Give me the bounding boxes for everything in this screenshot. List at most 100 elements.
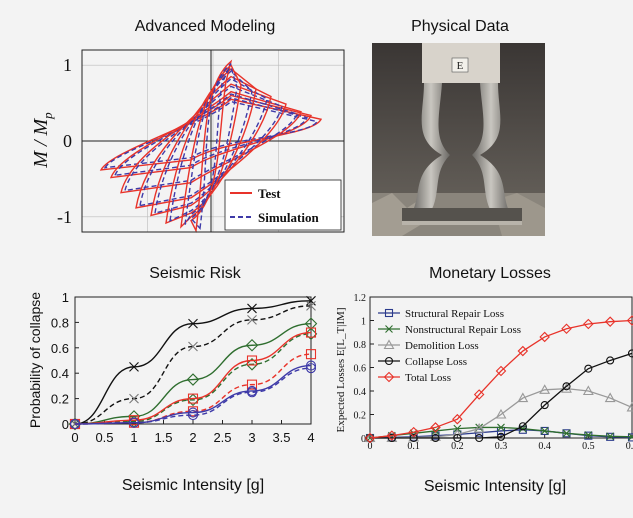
risk-series-point (187, 410, 199, 421)
hysteresis-ytick-label: 0 (63, 131, 72, 151)
hysteresis-loop-test (190, 59, 233, 234)
specimen-label: E (457, 60, 464, 72)
loss-ytick-label: 1 (361, 317, 366, 328)
risk-series-point (188, 341, 198, 352)
legend-label-simulation: Simulation (258, 210, 319, 225)
loss-series-point (583, 318, 594, 330)
loss-series-line (370, 352, 633, 439)
loss-legend-label: Structural Repair Loss (405, 308, 504, 320)
risk-series-line (74, 322, 312, 425)
loss-series-point (562, 429, 571, 438)
risk-ytick-label: 0.4 (51, 366, 69, 381)
risk-xtick-label: 2.5 (213, 430, 231, 445)
loss-series-point (606, 356, 615, 365)
loss-series-point (495, 365, 507, 377)
hysteresis-loop-simulation (139, 85, 283, 207)
loss-legend: Structural Repair Loss Nonstructural Repa… (378, 308, 521, 384)
loss-series-point (518, 424, 527, 433)
hysteresis-plot-frame (81, 49, 345, 233)
loss-legend-marker (385, 325, 393, 333)
title-monetary-losses: Monetary Losses (429, 265, 551, 282)
loss-series-point (626, 401, 633, 412)
monetary-losses-chart: 0 0.1 0.2 0.3 0.4 0.5 0.6 0 0.2 0.4 0.6 0.8 1 1.2 Str… (335, 293, 633, 495)
loss-series-point (497, 423, 505, 432)
title-physical-data: Physical Data (411, 18, 509, 35)
risk-series-point (245, 358, 259, 371)
hysteresis-ylabel: M / Mp (30, 112, 55, 169)
loss-series-point (582, 385, 594, 396)
risk-series-point (246, 387, 258, 398)
hysteresis-grid (82, 50, 344, 232)
risk-series (68, 295, 318, 431)
loss-series-point (387, 433, 396, 443)
risk-series-point (305, 360, 317, 371)
loss-series-point (431, 433, 440, 443)
risk-series-point (246, 379, 258, 390)
seismic-risk-chart: 0 0.5 1 1.5 2 2.5 3 3.5 4 0 0.2 0.4 0.6 0.8 1 Seismic … (27, 290, 318, 494)
risk-series-point (245, 338, 259, 352)
loss-xtick-label: 0.4 (538, 441, 551, 452)
risk-series-point (247, 314, 257, 325)
loss-ytick-label: 0.4 (354, 387, 367, 398)
loss-xlabel: Seismic Intensity [g] (424, 478, 566, 495)
specimen-label-tag (451, 57, 469, 73)
hysteresis-loop-test (180, 64, 242, 229)
specimen-photo: E (372, 43, 545, 236)
loss-series-point (627, 349, 633, 358)
risk-ytick-label: 0.8 (51, 315, 69, 330)
risk-xtick-label: 3 (248, 430, 255, 445)
loss-series-point (473, 422, 485, 433)
loss-series-point (453, 433, 462, 443)
risk-ytick-label: 0.6 (51, 341, 69, 356)
risk-series-point (69, 418, 81, 430)
loss-series-point (518, 422, 527, 431)
risk-xtick-label: 0.5 (95, 430, 113, 445)
loss-series-point (627, 433, 633, 442)
hysteresis-loop-simulation (103, 100, 319, 169)
loss-series-point (475, 433, 484, 443)
risk-series-point (187, 407, 199, 418)
hysteresis-y-ticks: 1 0 -1 (57, 55, 72, 227)
risk-series-point (128, 417, 140, 428)
loss-series-point (561, 323, 572, 335)
loss-legend-marker (384, 356, 394, 366)
hysteresis-loop-test (165, 68, 257, 225)
loss-series-point (496, 432, 506, 441)
title-advanced-modeling: Advanced Modeling (134, 18, 276, 35)
risk-xtick-label: 3.5 (272, 430, 290, 445)
risk-series-point (129, 361, 139, 372)
loss-series-point (562, 382, 571, 391)
loss-series-point (584, 364, 593, 373)
hysteresis-loop-simulation (184, 66, 238, 225)
loss-legend-marker (384, 308, 394, 318)
risk-series-point (304, 317, 318, 330)
risk-series-point (188, 318, 198, 329)
risk-xtick-label: 1 (130, 430, 137, 445)
loss-series-point (364, 432, 376, 444)
legend-label-test: Test (258, 186, 281, 201)
loss-series (364, 315, 633, 444)
loss-xtick-label: 0 (368, 441, 373, 452)
loss-series-point (408, 431, 420, 442)
loss-ytick-label: 0.2 (354, 411, 367, 422)
loss-ytick-label: 0.8 (354, 340, 367, 351)
specimen-photo-drawing: E (372, 43, 545, 236)
risk-series-point (305, 327, 317, 338)
loss-series-point (430, 422, 441, 433)
loss-xtick-label: 0.6 (626, 441, 633, 452)
risk-series-point (247, 303, 257, 314)
loss-series-point (408, 426, 419, 438)
risk-series-point (306, 295, 316, 306)
loss-legend-label: Nonstructural Repair Loss (405, 324, 521, 336)
hysteresis-loop-test (99, 98, 323, 171)
risk-series-point (305, 349, 317, 360)
loss-legend-label: Total Loss (405, 372, 451, 384)
risk-xlabel: Seismic Intensity [g] (122, 477, 264, 494)
risk-series-point (304, 327, 318, 341)
risk-ticks: 0 0.5 1 1.5 2 2.5 3 3.5 4 0 0.2 0.4 0.6 0.8 1 (51, 290, 315, 445)
risk-series-point (129, 393, 139, 404)
loss-series-point (626, 315, 633, 326)
loss-series-point (604, 316, 616, 327)
title-seismic-risk: Seismic Risk (149, 265, 241, 282)
loss-series-point (628, 432, 633, 441)
